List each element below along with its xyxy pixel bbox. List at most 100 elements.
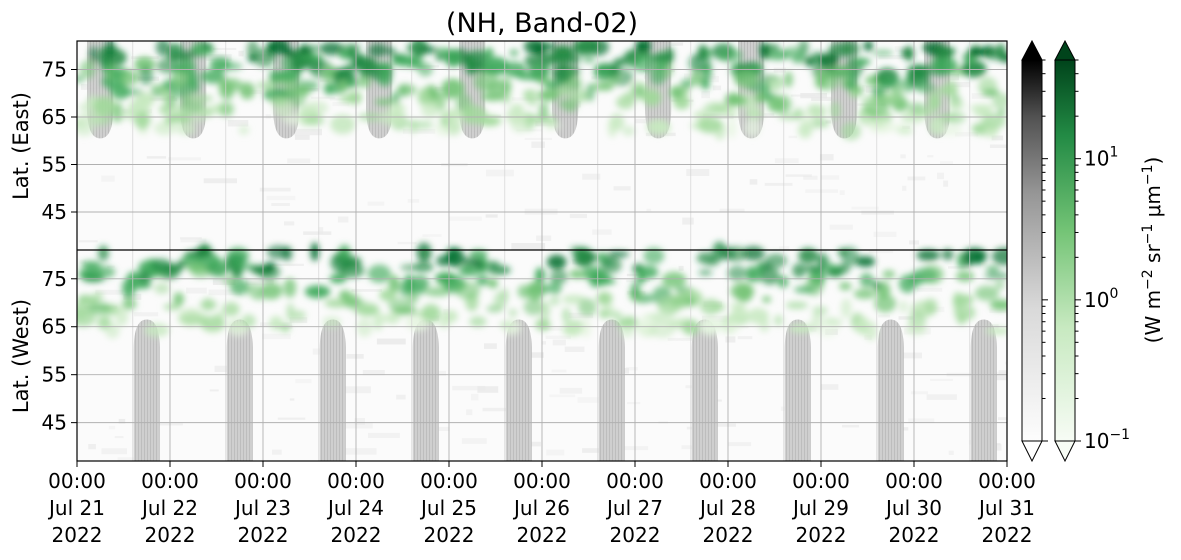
aurora-patch (680, 79, 693, 89)
aurora-patch (115, 306, 129, 326)
aurora-patch (282, 246, 293, 261)
colorbar-greens-extend-min (1054, 440, 1076, 463)
noise-streak (927, 155, 934, 158)
aurora-patch (698, 269, 713, 276)
aurora-patch (392, 55, 418, 67)
noise-streak (820, 384, 839, 390)
aurora-patch (839, 282, 852, 291)
aurora-patch (985, 265, 1000, 273)
colorbar-greens (1054, 39, 1076, 463)
noise-streak (461, 438, 487, 444)
aurora-patch (509, 49, 519, 57)
y-tick-label-east: 45 (42, 200, 67, 224)
aurora-patch (638, 265, 659, 279)
aurora-patch (501, 61, 526, 77)
x-tick-label: Jul 24 (326, 496, 384, 520)
colorbar-tick-label: 101 (1084, 145, 1118, 171)
x-tick-label: Jul 27 (605, 496, 663, 520)
aurora-patch (465, 60, 484, 73)
aurora-patch (661, 271, 687, 289)
aurora-patch (767, 96, 786, 113)
noise-streak (991, 135, 1004, 141)
aurora-patch (746, 104, 761, 120)
noise-streak (937, 172, 944, 180)
aurora-patch (812, 305, 828, 316)
aurora-patch (144, 323, 170, 337)
aurora-patch (199, 299, 218, 310)
noise-streak (312, 348, 326, 355)
noise-streak (989, 371, 1007, 376)
aurora-patch (622, 126, 635, 136)
aurora-patch (267, 41, 290, 54)
noise-streak (907, 176, 926, 181)
aurora-patch (420, 46, 438, 54)
noise-streak (519, 352, 544, 358)
aurora-patch (377, 73, 392, 87)
aurora-patch (853, 288, 876, 299)
noise-streak (344, 423, 373, 429)
noise-streak (549, 394, 576, 398)
aurora-patch (600, 256, 622, 274)
y-tick-label-east: 65 (42, 105, 67, 129)
noise-streak (376, 338, 406, 345)
x-tick-label: 2022 (610, 523, 661, 547)
noise-streak (878, 55, 911, 60)
aurora-patch (230, 262, 257, 270)
noise-streak (592, 229, 612, 235)
aurora-patch (544, 80, 563, 90)
aurora-patch (699, 317, 721, 336)
noise-streak (785, 174, 812, 177)
aurora-patch (122, 278, 136, 299)
aurora-patch (81, 261, 101, 268)
x-axis-ticks: 00:00 Jul 21 2022 00:00 Jul 22 2022 00:00 Jul 2… (47, 461, 1036, 547)
noise-streak (396, 394, 406, 400)
x-tick-label: 00:00 (327, 469, 385, 493)
aurora-patch (874, 116, 885, 128)
daylight-dome-west (784, 319, 811, 461)
aurora-patch (163, 303, 182, 310)
aurora-patch (441, 78, 465, 99)
aurora-patch (610, 311, 623, 320)
aurora-patch (727, 265, 748, 281)
aurora-patch (367, 264, 392, 283)
aurora-patch (388, 275, 400, 294)
noise-streak (732, 326, 749, 329)
daylight-dome-west (877, 319, 904, 461)
aurora-patch (906, 323, 927, 336)
y-axis-ticks: 45 55 65 75 75 65 55 45 (42, 58, 77, 435)
aurora-patch (744, 118, 762, 138)
noise-streak (101, 448, 127, 455)
aurora-patch (762, 296, 772, 303)
daylight-dome-west (505, 319, 532, 461)
x-tick-label: 00:00 (420, 469, 478, 493)
aurora-patch (578, 298, 597, 317)
aurora-patch (861, 95, 880, 109)
noise-streak (524, 137, 552, 140)
grid-lines (77, 41, 1007, 461)
aurora-patch (154, 283, 170, 294)
noise-streak (422, 234, 442, 237)
x-tick-label: 2022 (982, 523, 1033, 547)
aurora-patch (274, 70, 301, 81)
aurora-patch (859, 273, 874, 288)
colorbar-tick-label: 100 (1084, 286, 1118, 312)
aurora-patch (982, 89, 999, 96)
aurora-patch (646, 119, 671, 135)
y-tick-label-east: 75 (42, 58, 67, 82)
x-tick-label: 00:00 (885, 469, 943, 493)
noise-streak (542, 327, 563, 331)
aurora-patch (649, 319, 675, 339)
x-tick-label: Jul 30 (884, 496, 942, 520)
noise-streak (272, 263, 304, 266)
aurora-patch (217, 78, 243, 92)
noise-streak (337, 216, 349, 223)
noise-streak (894, 46, 909, 52)
aurora-patch (847, 42, 861, 56)
noise-streak (277, 417, 306, 420)
noise-streak (101, 175, 115, 182)
aurora-patch (562, 307, 571, 323)
noise-streak (551, 369, 567, 373)
noise-streak (78, 240, 98, 243)
aurora-patch (789, 323, 814, 333)
